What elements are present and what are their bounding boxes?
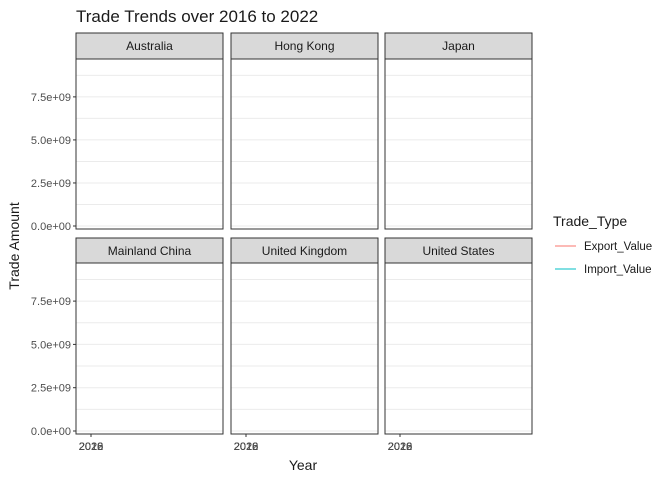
facet-panels: Australia 0.0e+00 2.5e+09 5.0e+09 7.5e+09 Hon…	[31, 32, 533, 453]
facet-panel-border	[384, 58, 533, 230]
facet-strip-label: United States	[422, 244, 494, 258]
facet-panel: Australia 0.0e+00 2.5e+09 5.0e+09 7.5e+09	[31, 32, 224, 233]
facet-panel-border	[75, 58, 224, 230]
facet-strip	[384, 237, 533, 264]
facet-strip-label: Australia	[126, 39, 173, 53]
y-tick-label: 7.5e+09	[31, 92, 71, 104]
y-tick-label: 7.5e+09	[31, 296, 71, 308]
facet-strip-label: United Kingdom	[262, 244, 347, 258]
x-tick-label: 2020	[79, 441, 103, 453]
y-tick-label: 0.0e+00	[31, 221, 71, 233]
y-axis-title: Trade Amount	[6, 202, 22, 290]
y-tick-label: 0.0e+00	[31, 426, 71, 438]
facet-strip-label: Japan	[442, 39, 475, 53]
y-tick-label: 2.5e+09	[31, 178, 71, 190]
facet-panel-border	[75, 262, 224, 435]
facet-panel: Mainland China 0.0e+00 2.5e+09 5.0e+09 7.5e+…	[31, 237, 224, 453]
x-tick-label: 2018	[234, 441, 258, 453]
legend-label: Export_Value	[584, 241, 652, 253]
y-tick-label: 5.0e+09	[31, 135, 71, 147]
legend: Trade_Type Export_Value Import_Value	[553, 213, 652, 276]
facet-panel-border	[230, 58, 379, 230]
facet-strip-label: Mainland China	[108, 244, 192, 258]
x-tick-label: 2020	[234, 441, 258, 453]
legend-label: Import_Value	[584, 264, 652, 276]
x-axis-title: Year	[289, 457, 318, 473]
x-tick-label: 2018	[79, 441, 103, 453]
chart-title: Trade Trends over 2016 to 2022	[76, 7, 318, 26]
facet-strip	[230, 32, 379, 60]
facet-panel: Hong Kong	[230, 32, 379, 230]
facet-panel: Japan	[384, 32, 533, 230]
facet-strip-label: Hong Kong	[274, 39, 334, 53]
facet-strip	[230, 237, 379, 264]
x-tick-label: 2016	[234, 441, 258, 453]
facet-panel-border	[230, 262, 379, 435]
x-tick-label: 2018	[388, 441, 412, 453]
x-tick-label: 2022	[79, 441, 103, 453]
y-tick-label: 5.0e+09	[31, 339, 71, 351]
facet-strip	[384, 32, 533, 60]
facet-panel-border	[384, 262, 533, 435]
y-tick-label: 2.5e+09	[31, 383, 71, 395]
x-tick-label: 2016	[388, 441, 412, 453]
x-tick-label: 2022	[388, 441, 412, 453]
x-tick-label: 2022	[234, 441, 258, 453]
x-tick-label: 2020	[388, 441, 412, 453]
facet-strip	[75, 32, 224, 60]
x-tick-label: 2016	[79, 441, 103, 453]
legend-title: Trade_Type	[553, 213, 627, 229]
